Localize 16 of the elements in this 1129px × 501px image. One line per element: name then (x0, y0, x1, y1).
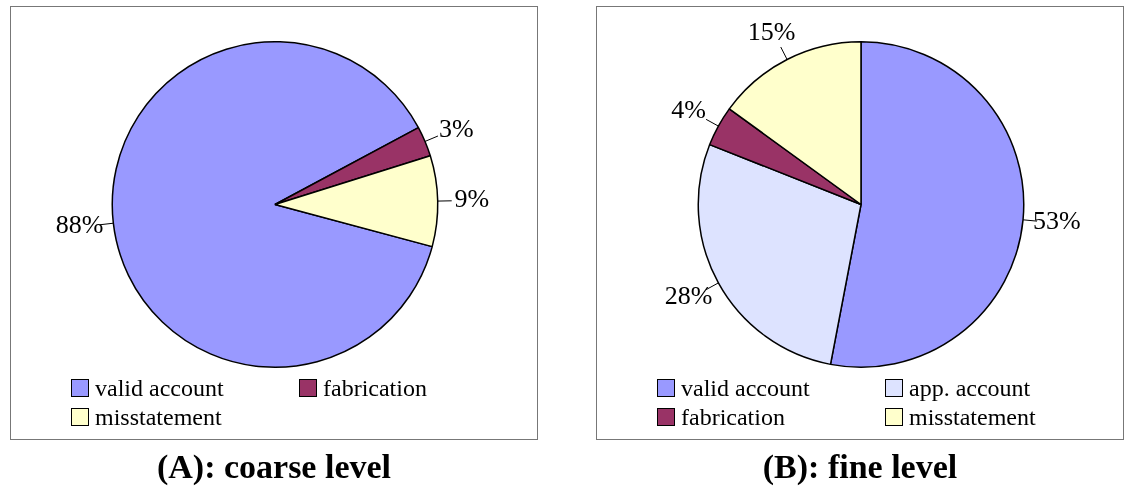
legend-label: valid account (680, 375, 811, 402)
data-label: 3% (439, 113, 474, 143)
data-label: 53% (1033, 206, 1081, 236)
data-label: 28% (664, 281, 713, 311)
text: (A): coarse level (155, 448, 393, 486)
legend-label: fabrication (680, 404, 786, 431)
legend-label: fabrication (322, 375, 428, 402)
text: (B): fine level (761, 448, 959, 486)
data-label: 9% (454, 184, 490, 214)
data-label: 88% (55, 210, 104, 240)
data-label: 15% (747, 16, 796, 46)
legend-label: app. account (908, 375, 1032, 402)
legend-label: misstatement (94, 404, 223, 431)
legend-label: valid account (94, 375, 225, 402)
data-label: 4% (671, 95, 706, 125)
legend-label: misstatement (908, 404, 1037, 431)
